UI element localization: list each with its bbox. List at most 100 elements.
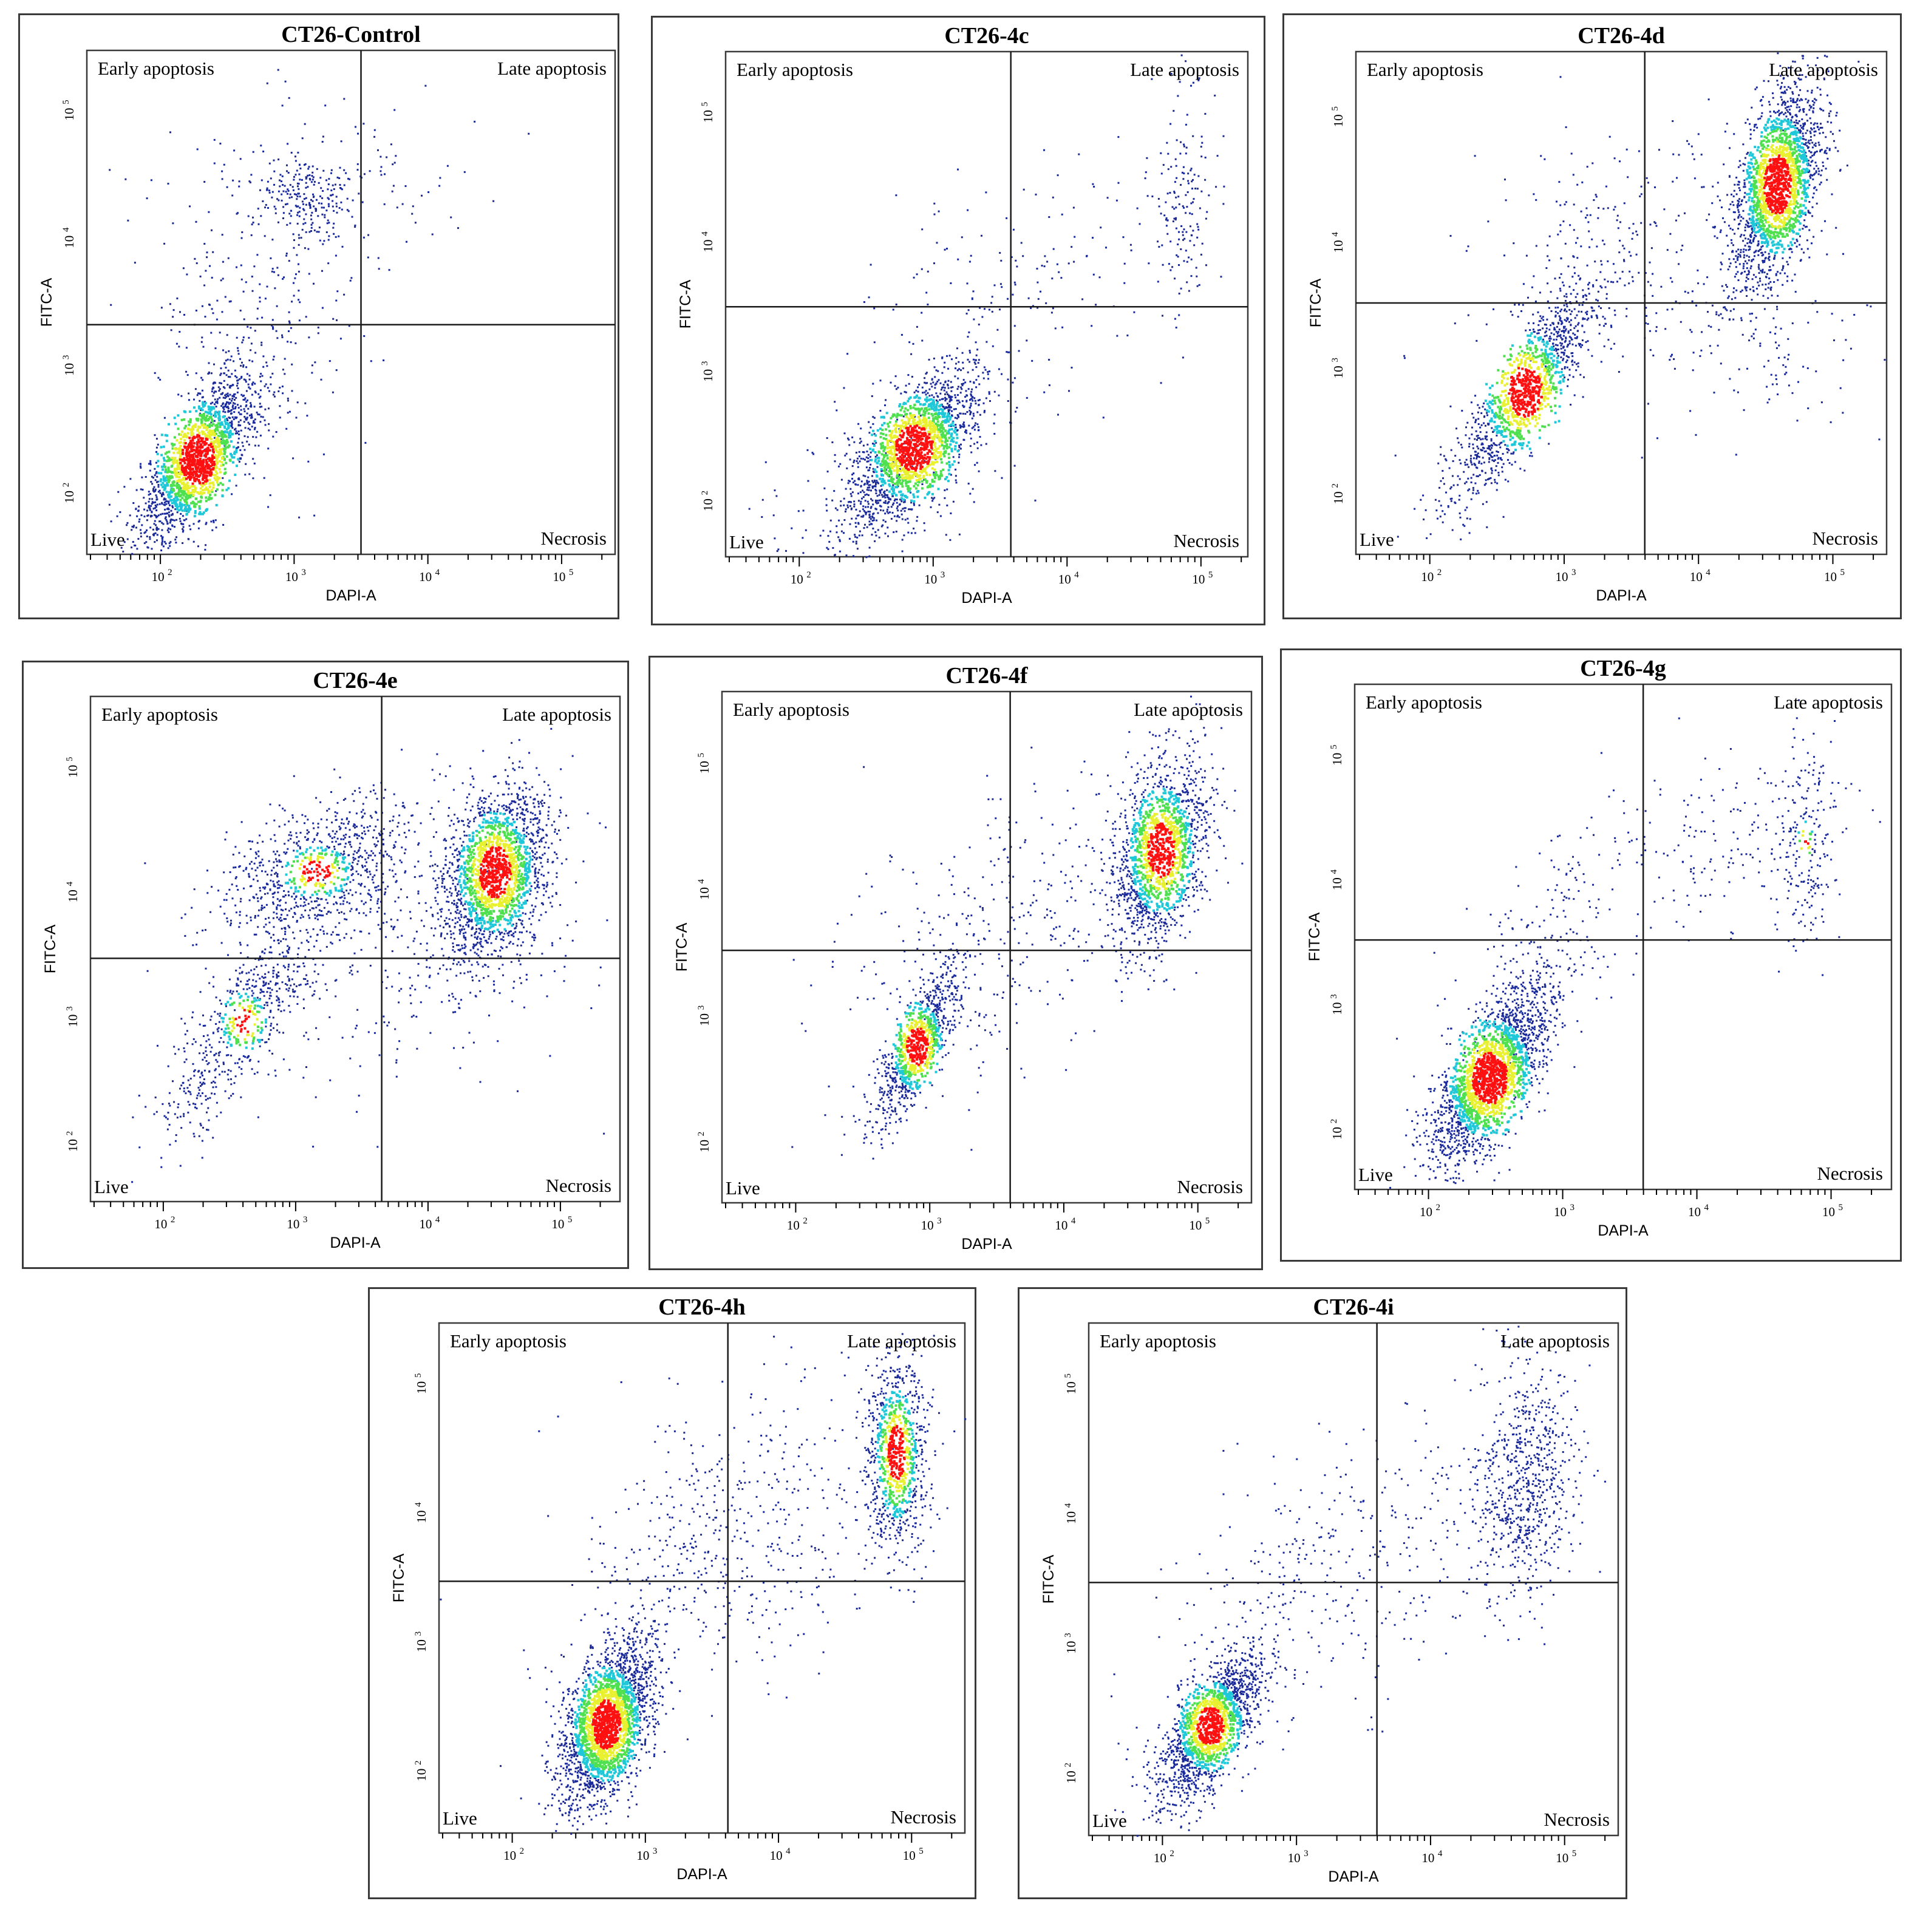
- x-tick-exponent: 2: [1436, 1203, 1441, 1213]
- x-axis: 10 2 10 3 10 4 10 5: [89, 554, 603, 584]
- panel-title: CT26-4i: [1313, 1294, 1394, 1320]
- plot-frame: [89, 695, 621, 1203]
- x-tick-exponent: 3: [303, 1215, 308, 1225]
- event-dots: [440, 1333, 967, 1835]
- y-axis: 10 2 10 3 10 4 10 5: [414, 1373, 429, 1781]
- event-dots: [131, 727, 608, 1183]
- y-tick-label: 10: [62, 108, 77, 121]
- plot-frame: [1088, 1322, 1619, 1837]
- flow-plot-4f: CT26-4f Early apoptosis Late apoptosis Live…: [673, 663, 1253, 1253]
- y-tick-exponent: 5: [1329, 745, 1339, 750]
- y-tick-exponent: 2: [414, 1761, 423, 1766]
- flow-plot-4i: CT26-4i Early apoptosis Late apoptosis Live…: [1040, 1294, 1619, 1885]
- quadrant-label-early-apoptosis: Early apoptosis: [733, 699, 849, 720]
- y-tick-label: 10: [1331, 240, 1346, 253]
- y-tick-exponent: 3: [61, 355, 71, 360]
- quadrant-label-live: Live: [94, 1176, 129, 1197]
- x-tick-exponent: 4: [1706, 568, 1711, 577]
- panel-title: CT26-4c: [944, 23, 1029, 49]
- x-axis: 10 2 10 3 10 4 10 5: [1091, 1835, 1606, 1865]
- quadrant-label-live: Live: [1360, 529, 1394, 550]
- x-axis-label: DAPI-A: [1598, 1222, 1649, 1239]
- quadrant-label-early-apoptosis: Early apoptosis: [98, 58, 214, 79]
- x-tick-exponent: 5: [1839, 1203, 1843, 1213]
- y-tick-exponent: 5: [700, 102, 710, 107]
- y-tick-label: 10: [1064, 1770, 1078, 1783]
- dot-layer-hot: [591, 1424, 906, 1750]
- y-tick-label: 10: [66, 1015, 80, 1027]
- x-tick-label: 10: [1189, 1218, 1202, 1233]
- x-tick-exponent: 5: [1840, 568, 1845, 577]
- x-tick-label: 10: [1688, 1205, 1701, 1219]
- x-tick-exponent: 3: [941, 570, 945, 580]
- flow-plot-control: CT26-Control Early apoptosis Late apoptosi…: [38, 22, 616, 604]
- x-tick-label: 10: [924, 572, 937, 587]
- x-tick-exponent: 4: [1438, 1849, 1443, 1859]
- y-tick-label: 10: [1330, 1002, 1344, 1015]
- quadrant-label-late-apoptosis: Late apoptosis: [1500, 1330, 1610, 1352]
- y-axis: 10 2 10 3 10 4 10 5: [696, 753, 712, 1152]
- y-axis: 10 2 10 3 10 4 10 5: [65, 757, 80, 1152]
- x-tick-label: 10: [1556, 1851, 1568, 1865]
- panel-title: CT26-4e: [313, 668, 397, 693]
- y-tick-exponent: 3: [696, 1005, 706, 1010]
- plot-frame: [438, 1322, 966, 1834]
- x-tick-exponent: 3: [301, 568, 306, 577]
- dot-layer-hot: [895, 424, 934, 472]
- dot-layer-hot: [1508, 154, 1792, 418]
- x-tick-label: 10: [1690, 570, 1703, 584]
- y-tick-exponent: 3: [1063, 1633, 1073, 1638]
- y-axis-label: FITC-A: [1040, 1554, 1057, 1604]
- y-axis-label: FITC-A: [1307, 278, 1324, 327]
- dot-layer-low: [108, 69, 530, 555]
- y-tick-exponent: 4: [1063, 1503, 1073, 1508]
- quadrant-label-necrosis: Necrosis: [541, 528, 607, 549]
- y-tick-label: 10: [66, 765, 80, 778]
- panel-ct26-4e: CT26-4e Early apoptosis Late apoptosis Live…: [22, 661, 629, 1269]
- quadrant-label-late-apoptosis: Late apoptosis: [1769, 59, 1878, 80]
- y-axis-label: FITC-A: [390, 1553, 407, 1602]
- x-tick-exponent: 5: [568, 1215, 573, 1225]
- y-tick-exponent: 3: [700, 361, 710, 366]
- panel-ct26-4g: CT26-4g Early apoptosis Late apoptosis Live…: [1280, 648, 1902, 1262]
- x-tick-label: 10: [636, 1848, 649, 1863]
- y-tick-label: 10: [414, 1381, 429, 1394]
- y-axis-label: FITC-A: [677, 279, 694, 328]
- y-tick-exponent: 2: [700, 491, 710, 495]
- quadrant-label-early-apoptosis: Early apoptosis: [101, 704, 218, 725]
- y-tick-label: 10: [1330, 753, 1344, 766]
- y-tick-exponent: 4: [61, 227, 71, 232]
- x-tick-exponent: 4: [435, 568, 440, 577]
- flow-plot-4d: CT26-4d Early apoptosis Late apoptosis Live…: [1307, 23, 1888, 604]
- x-tick-label: 10: [419, 1217, 432, 1231]
- y-tick-label: 10: [701, 110, 715, 123]
- y-tick-exponent: 5: [414, 1373, 423, 1378]
- x-axis: 10 2 10 3 10 4 10 5: [1359, 554, 1874, 584]
- y-tick-label: 10: [66, 889, 80, 902]
- x-axis-label: DAPI-A: [330, 1234, 381, 1251]
- y-tick-label: 10: [414, 1639, 429, 1652]
- x-axis: 10 2 10 3 10 4 10 5: [724, 1203, 1239, 1233]
- x-tick-exponent: 5: [919, 1846, 924, 1856]
- y-tick-label: 10: [1330, 1127, 1344, 1140]
- x-tick-label: 10: [287, 1217, 299, 1231]
- x-tick-exponent: 2: [168, 568, 172, 577]
- x-tick-label: 10: [1824, 570, 1837, 584]
- quadrant-label-early-apoptosis: Early apoptosis: [1100, 1330, 1216, 1352]
- y-tick-label: 10: [1331, 114, 1346, 127]
- y-tick-label: 10: [414, 1510, 429, 1523]
- dot-layer-hot: [1472, 840, 1809, 1104]
- y-axis: 10 2 10 3 10 4 10 5: [1330, 106, 1346, 504]
- quadrant-label-live: Live: [729, 531, 764, 553]
- dot-layer-yellow: [229, 833, 519, 1041]
- x-tick-label: 10: [1421, 570, 1434, 584]
- quadrant-label-live: Live: [1092, 1810, 1127, 1831]
- x-tick-label: 10: [1420, 1205, 1432, 1219]
- plot-frame: [721, 690, 1253, 1204]
- y-tick-label: 10: [697, 1140, 712, 1152]
- x-tick-label: 10: [1058, 572, 1071, 587]
- y-tick-exponent: 2: [61, 483, 71, 488]
- x-tick-label: 10: [1154, 1851, 1166, 1865]
- quadrant-label-early-apoptosis: Early apoptosis: [1366, 692, 1482, 713]
